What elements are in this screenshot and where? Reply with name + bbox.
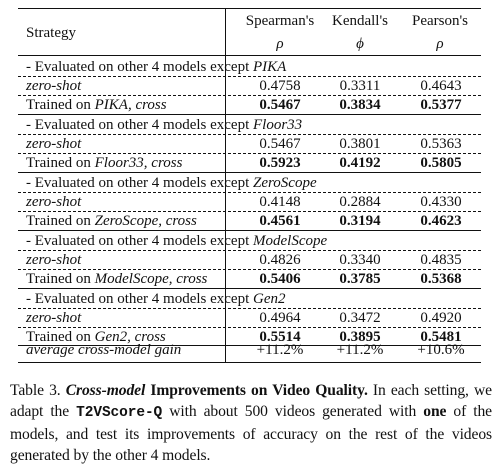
caption-text-1: In each setting, we adapt the [10, 382, 492, 420]
zero-shot-value: 0.5363 [420, 136, 462, 152]
zero-shot-value: 0.2884 [339, 194, 381, 210]
trained-label: Trained on PIKA, cross [26, 97, 167, 113]
group-header: - Evaluated on other 4 models except Mod… [26, 233, 328, 249]
header-strategy: Strategy [26, 25, 76, 41]
group-rule [18, 230, 481, 231]
trained-label: Trained on Floor33, cross [26, 155, 183, 171]
header-rule [18, 55, 481, 56]
trained-value: 0.5514 [259, 329, 301, 345]
trained-value: 0.5467 [259, 97, 301, 113]
zero-shot-value: 0.4148 [259, 194, 301, 210]
dashed-rule [18, 192, 481, 193]
trained-value: 0.4623 [420, 213, 462, 229]
header-kendall-symbol: ϕ [356, 36, 364, 52]
zero-shot-value: 0.4920 [420, 310, 462, 326]
caption-title: Cross-model Improvements on Video Qualit… [65, 382, 368, 399]
zero-shot-value: 0.4964 [259, 310, 301, 326]
table-caption: Table 3. Cross-model Improvements on Vid… [10, 380, 492, 466]
group-rule [18, 114, 481, 115]
group-header: - Evaluated on other 4 models except Flo… [26, 117, 303, 133]
zero-shot-label: zero-shot [26, 252, 82, 268]
trained-label: Trained on Gen2, cross [26, 329, 166, 345]
zero-shot-value: 0.3472 [339, 310, 381, 326]
trained-value: 0.4192 [339, 155, 381, 171]
group-rule [18, 288, 481, 289]
trained-label: Trained on ModelScope, cross [26, 271, 208, 287]
trained-value: 0.5377 [420, 97, 462, 113]
zero-shot-value: 0.5467 [259, 136, 301, 152]
zero-shot-value: 0.4330 [420, 194, 462, 210]
average-pearson: +10.6% [417, 342, 465, 358]
dashed-rule [18, 211, 481, 212]
caption-label: Table 3. [10, 382, 61, 399]
caption-one: one [423, 403, 447, 420]
header-pearson: Pearson's [411, 13, 469, 29]
top-rule [18, 8, 481, 9]
group-header: - Evaluated on other 4 models except PIK… [26, 59, 287, 75]
zero-shot-value: 0.4826 [259, 252, 301, 268]
dashed-rule [18, 134, 481, 135]
dashed-rule [18, 250, 481, 251]
zero-shot-value: 0.3340 [339, 252, 381, 268]
trained-value: 0.3785 [339, 271, 381, 287]
trained-value: 0.5923 [259, 155, 301, 171]
zero-shot-value: 0.3311 [339, 78, 381, 94]
caption-code: T2VScore-Q [76, 405, 163, 421]
zero-shot-label: zero-shot [26, 310, 82, 326]
zero-shot-label: zero-shot [26, 194, 82, 210]
zero-shot-label: zero-shot [26, 136, 82, 152]
trained-value: 0.4561 [259, 213, 301, 229]
trained-value: 0.3895 [339, 329, 381, 345]
header-spearman: Spearman's [245, 13, 315, 29]
header-kendall: Kendall's [331, 13, 389, 29]
dashed-rule [18, 269, 481, 270]
trained-value: 0.5406 [259, 271, 301, 287]
header-spearman-symbol: ρ [276, 36, 284, 52]
zero-shot-value: 0.3801 [339, 136, 381, 152]
dashed-rule [18, 327, 481, 328]
zero-shot-label: zero-shot [26, 78, 82, 94]
trained-value: 0.5805 [420, 155, 462, 171]
dashed-rule [18, 95, 481, 96]
dashed-rule [18, 308, 481, 309]
trained-value: 0.3194 [339, 213, 381, 229]
trained-value: 0.5481 [420, 329, 462, 345]
column-divider [225, 8, 226, 362]
zero-shot-value: 0.4643 [420, 78, 462, 94]
trained-label: Trained on ZeroScope, cross [26, 213, 197, 229]
group-header: - Evaluated on other 4 models except Gen… [26, 291, 286, 307]
caption-text-2: with about 500 videos generated with [162, 403, 424, 420]
bottom-rule [18, 362, 481, 363]
header-pearson-symbol: ρ [436, 36, 444, 52]
average-spearman: +11.2% [256, 342, 304, 358]
group-rule [18, 172, 481, 173]
zero-shot-value: 0.4758 [259, 78, 301, 94]
dashed-rule [18, 76, 481, 77]
average-label: average cross-model gain [26, 342, 182, 358]
trained-value: 0.3834 [339, 97, 381, 113]
trained-value: 0.5368 [420, 271, 462, 287]
group-header: - Evaluated on other 4 models except Zer… [26, 175, 317, 191]
average-rule [18, 345, 481, 346]
dashed-rule [18, 153, 481, 154]
average-kendall: +11.2% [336, 342, 384, 358]
zero-shot-value: 0.4835 [420, 252, 462, 268]
caption-text-3: of the models, and test its improvements… [10, 403, 492, 464]
